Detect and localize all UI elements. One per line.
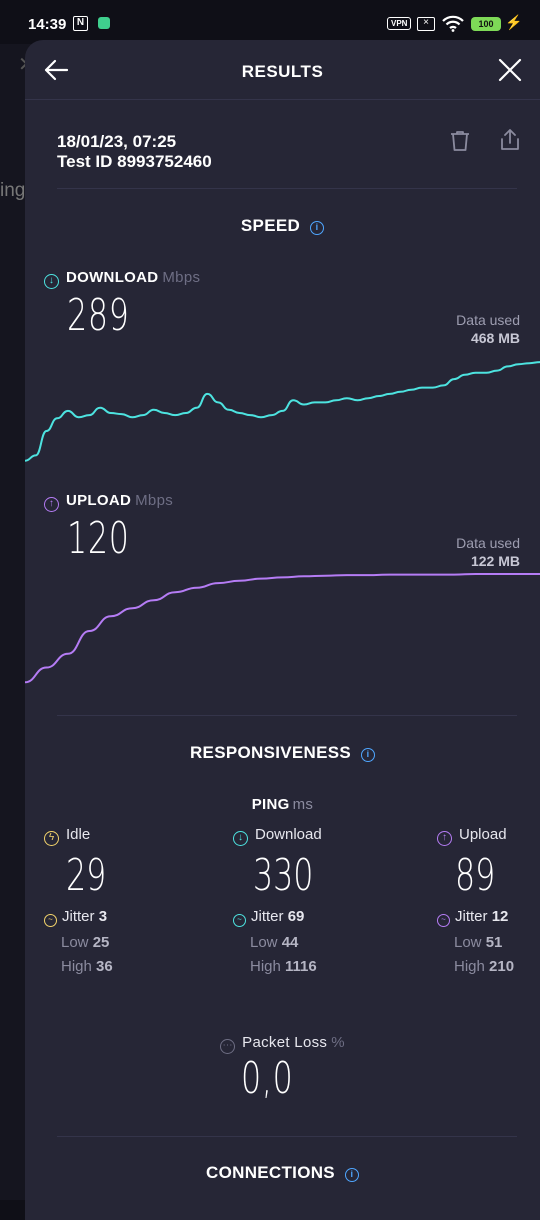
share-icon[interactable]	[498, 128, 522, 152]
wifi-icon	[442, 15, 464, 32]
download-data-used-label: Data used	[456, 312, 520, 328]
ping-idle-label: Idle	[66, 826, 91, 843]
series-line	[25, 573, 540, 684]
packet-loss-heading: ⋯ Packet Loss%	[25, 1034, 540, 1054]
packet-loss-label: Packet Loss	[242, 1034, 328, 1051]
divider	[57, 715, 517, 716]
ping-idle-high-label: High	[61, 958, 92, 975]
page-title: RESULTS	[241, 62, 324, 81]
info-icon[interactable]: i	[344, 1168, 359, 1182]
ping-download-jitter: 69	[287, 908, 305, 925]
ping-upload-jitter: 12	[491, 908, 509, 925]
ping-download-jitter-label: Jitter	[251, 908, 284, 925]
trash-icon[interactable]	[449, 130, 471, 152]
ping-download-label: Download	[255, 826, 322, 843]
divider	[57, 188, 517, 189]
download-arrow-icon: ↓	[44, 274, 59, 289]
upload-data-used-value: 122 MB	[470, 553, 520, 569]
packet-loss-unit: %	[331, 1034, 345, 1051]
ping-idle: ϟ Idle 29 ~ Jitter 3 Low 25 High 36	[44, 826, 194, 975]
ping-idle-value: 29	[66, 850, 107, 901]
ping-idle-high: 36	[96, 958, 113, 975]
responsiveness-section-title: RESPONSIVENESS i	[25, 743, 540, 763]
speed-section-title: SPEED i	[25, 216, 540, 236]
charging-icon: ⚡	[505, 14, 523, 30]
download-unit: Mbps	[162, 269, 201, 286]
responsiveness-title: RESPONSIVENESS	[189, 743, 352, 762]
shield-icon	[98, 17, 110, 29]
ping-upload-high: 210	[489, 958, 515, 975]
download-label-text: DOWNLOAD	[66, 269, 159, 286]
ping-idle-jitter: 3	[98, 908, 108, 925]
connections-title: CONNECTIONS	[206, 1163, 335, 1182]
series-line	[25, 361, 540, 462]
results-sheet: RESULTS 18/01/23, 07:25 Test ID 89937524…	[25, 40, 540, 1220]
upload-arrow-icon: ↑	[437, 831, 452, 846]
ping-upload-high-label: High	[454, 958, 485, 975]
ping-heading: PING ms	[25, 796, 540, 813]
download-speed-value: 289	[67, 290, 130, 341]
divider	[57, 1136, 517, 1137]
ping-unit: ms	[292, 796, 314, 813]
upload-arrow-icon: ↑	[44, 497, 59, 512]
ping-upload-value: 89	[455, 850, 496, 901]
download-data-used-value: 468 MB	[470, 330, 520, 346]
vpn-icon: VPN	[387, 17, 412, 30]
upload-data-used: Data used 122 MB	[355, 534, 520, 570]
speed-title: SPEED	[240, 216, 301, 235]
ping-download-value: 330	[253, 850, 314, 901]
upload-speed-value: 120	[67, 513, 130, 564]
ping-download-low: 44	[281, 934, 299, 951]
download-label: ↓ DOWNLOAD Mbps	[44, 269, 200, 289]
download-arrow-icon: ↓	[233, 831, 248, 846]
arrow-left-icon[interactable]	[43, 58, 69, 82]
battery-icon: 100	[471, 17, 501, 31]
header-bar: RESULTS	[25, 40, 540, 100]
status-bar: 14:39 N VPN × 100 ⚡	[0, 0, 540, 44]
upload-label: ↑ UPLOAD Mbps	[44, 492, 173, 512]
ping-upload: ↑ Upload 89 ~ Jitter 12 Low 51 High 210	[437, 826, 537, 975]
connections-section-title: CONNECTIONS i	[25, 1163, 540, 1183]
ping-idle-low-label: Low	[61, 934, 89, 951]
ping-upload-jitter-label: Jitter	[455, 908, 488, 925]
idle-icon: ϟ	[44, 831, 59, 846]
result-datetime: 18/01/23, 07:25	[57, 132, 177, 151]
ping-label: PING	[251, 796, 290, 813]
result-meta: 18/01/23, 07:25 Test ID 8993752460	[57, 132, 212, 172]
info-icon[interactable]: i	[310, 221, 325, 235]
info-icon[interactable]: i	[361, 748, 376, 762]
ping-download-high: 1116	[285, 958, 317, 975]
upload-unit: Mbps	[135, 492, 174, 509]
upload-speed-chart	[25, 573, 540, 684]
status-time: 14:39	[28, 16, 67, 33]
sim-off-icon: ×	[417, 17, 435, 31]
download-speed-chart	[25, 361, 540, 462]
nfc-icon: N	[73, 16, 88, 31]
download-data-used: Data used 468 MB	[355, 311, 520, 347]
ping-download-high-label: High	[250, 958, 281, 975]
background-text: ing	[0, 180, 26, 201]
ping-download: ↓ Download 330 ~ Jitter 69 Low 44 High 111…	[233, 826, 383, 975]
ping-upload-low-label: Low	[454, 934, 482, 951]
jitter-icon: ~	[437, 914, 450, 927]
upload-data-used-label: Data used	[456, 535, 520, 551]
ping-idle-jitter-label: Jitter	[62, 908, 95, 925]
jitter-icon: ~	[233, 914, 246, 927]
packet-loss-icon: ⋯	[220, 1039, 236, 1054]
result-test-id: Test ID 8993752460	[57, 152, 212, 171]
packet-loss-value: 0,0	[241, 1053, 294, 1104]
ping-download-low-label: Low	[250, 934, 278, 951]
ping-idle-low: 25	[92, 934, 110, 951]
jitter-icon: ~	[44, 914, 57, 927]
ping-upload-label: Upload	[459, 826, 507, 843]
upload-label-text: UPLOAD	[66, 492, 132, 509]
ping-upload-low: 51	[485, 934, 503, 951]
close-icon[interactable]	[498, 58, 522, 82]
